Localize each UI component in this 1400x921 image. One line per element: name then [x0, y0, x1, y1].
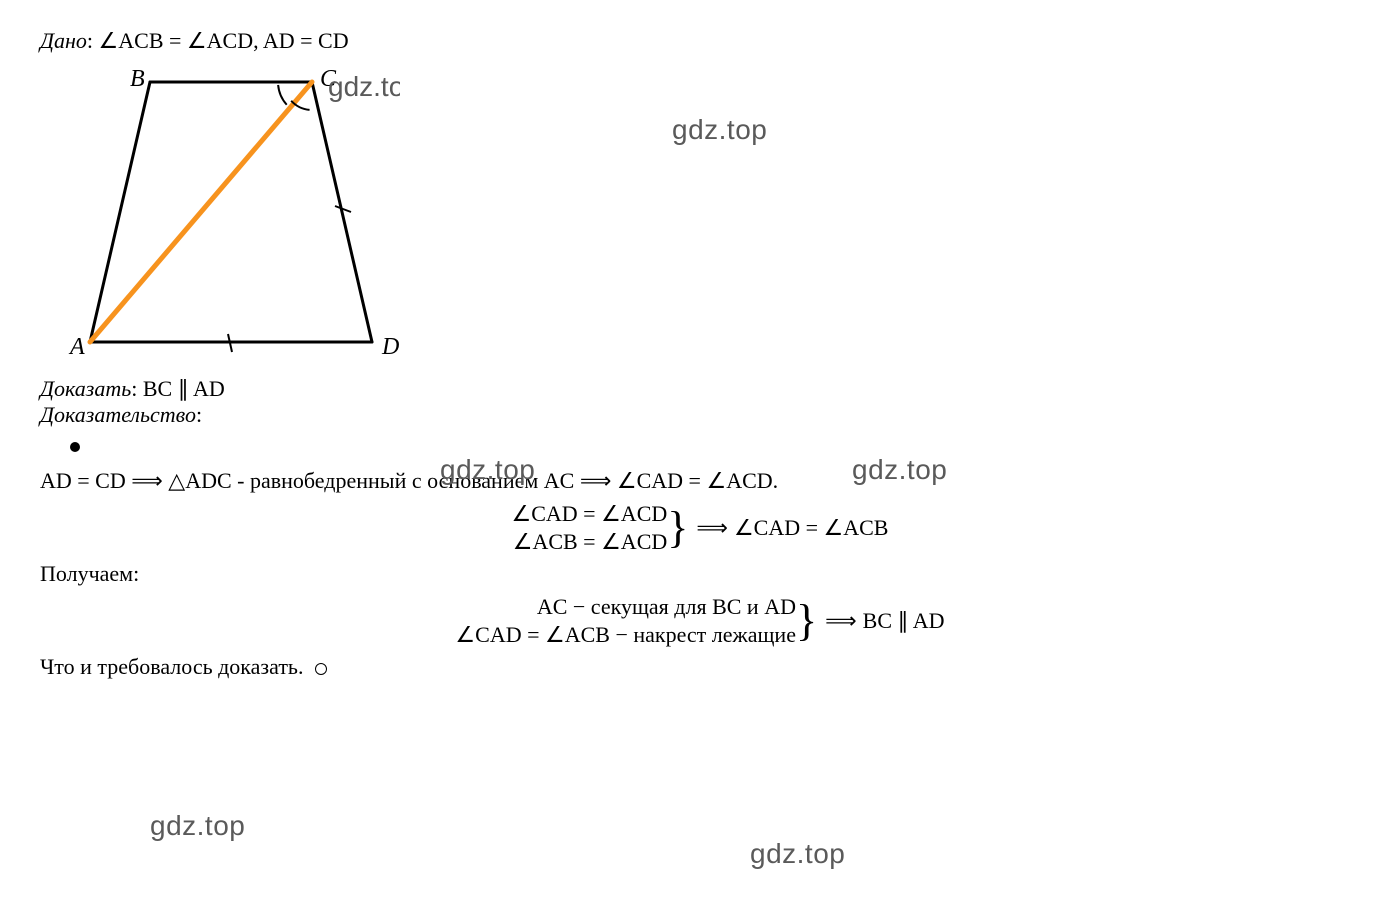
implication-1: ∠CAD = ∠ACD ∠ACB = ∠ACD } ⟹ ∠CAD = ∠ACB — [40, 500, 1360, 555]
imp2-bottom: ∠CAD = ∠ACB − накрест лежащие — [455, 621, 796, 649]
imp1-top: ∠CAD = ∠ACD — [512, 500, 668, 528]
svg-text:B: B — [130, 66, 145, 92]
given-line: Дано: ∠ACB = ∠ACD, AD = CD — [40, 28, 1360, 54]
watermark-text: gdz.top — [852, 454, 947, 486]
qed-line: Что и требовалось доказать. — [40, 654, 1360, 680]
svg-text:gdz.top: gdz.top — [328, 71, 400, 102]
qed-text: Что и требовалось доказать. — [40, 654, 303, 679]
colon: : — [87, 28, 99, 53]
watermark-text: gdz.top — [440, 454, 535, 486]
implies-icon: ⟹ — [690, 515, 734, 541]
imp2-top: AC − секущая для BC и AD — [537, 593, 796, 621]
obtain-label: Получаем: — [40, 561, 1360, 587]
step-1: AD = CD ⟹ △ADC - равнобедренный с основа… — [40, 468, 1360, 494]
prove-line: Доказать: BC ∥ AD — [40, 376, 1360, 402]
proof-label: Доказательство — [40, 402, 196, 427]
given-label: Дано — [40, 28, 87, 53]
prove-label: Доказать — [40, 376, 131, 401]
watermark-text: gdz.top — [150, 810, 245, 842]
right-brace-icon: } — [796, 599, 819, 643]
watermark-text: gdz.top — [672, 114, 767, 146]
implication-2: AC − секущая для BC и AD ∠CAD = ∠ACB − н… — [40, 593, 1360, 648]
figure: ABCDgdz.top — [60, 62, 1360, 372]
proof-header: Доказательство: — [40, 402, 1360, 428]
right-brace-icon: } — [667, 506, 690, 550]
imp1-bottom: ∠ACB = ∠ACD — [513, 528, 668, 556]
given-expr: ∠ACB = ∠ACD, AD = CD — [99, 28, 349, 53]
circle-icon — [315, 663, 327, 675]
colon: : — [131, 376, 143, 401]
imp2-result: BC ∥ AD — [863, 608, 945, 634]
trapezoid-diagram: ABCDgdz.top — [60, 62, 400, 372]
imp1-result: ∠CAD = ∠ACB — [734, 515, 889, 541]
implies-icon: ⟹ — [819, 608, 863, 634]
watermark-text: gdz.top — [750, 838, 845, 870]
colon: : — [196, 402, 202, 427]
bullet-icon — [70, 442, 80, 452]
prove-expr: BC ∥ AD — [143, 376, 225, 401]
svg-text:D: D — [381, 334, 399, 360]
svg-text:A: A — [68, 334, 85, 360]
